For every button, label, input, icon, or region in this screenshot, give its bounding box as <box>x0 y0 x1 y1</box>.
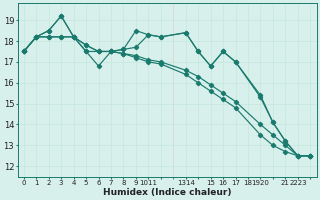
X-axis label: Humidex (Indice chaleur): Humidex (Indice chaleur) <box>103 188 231 197</box>
